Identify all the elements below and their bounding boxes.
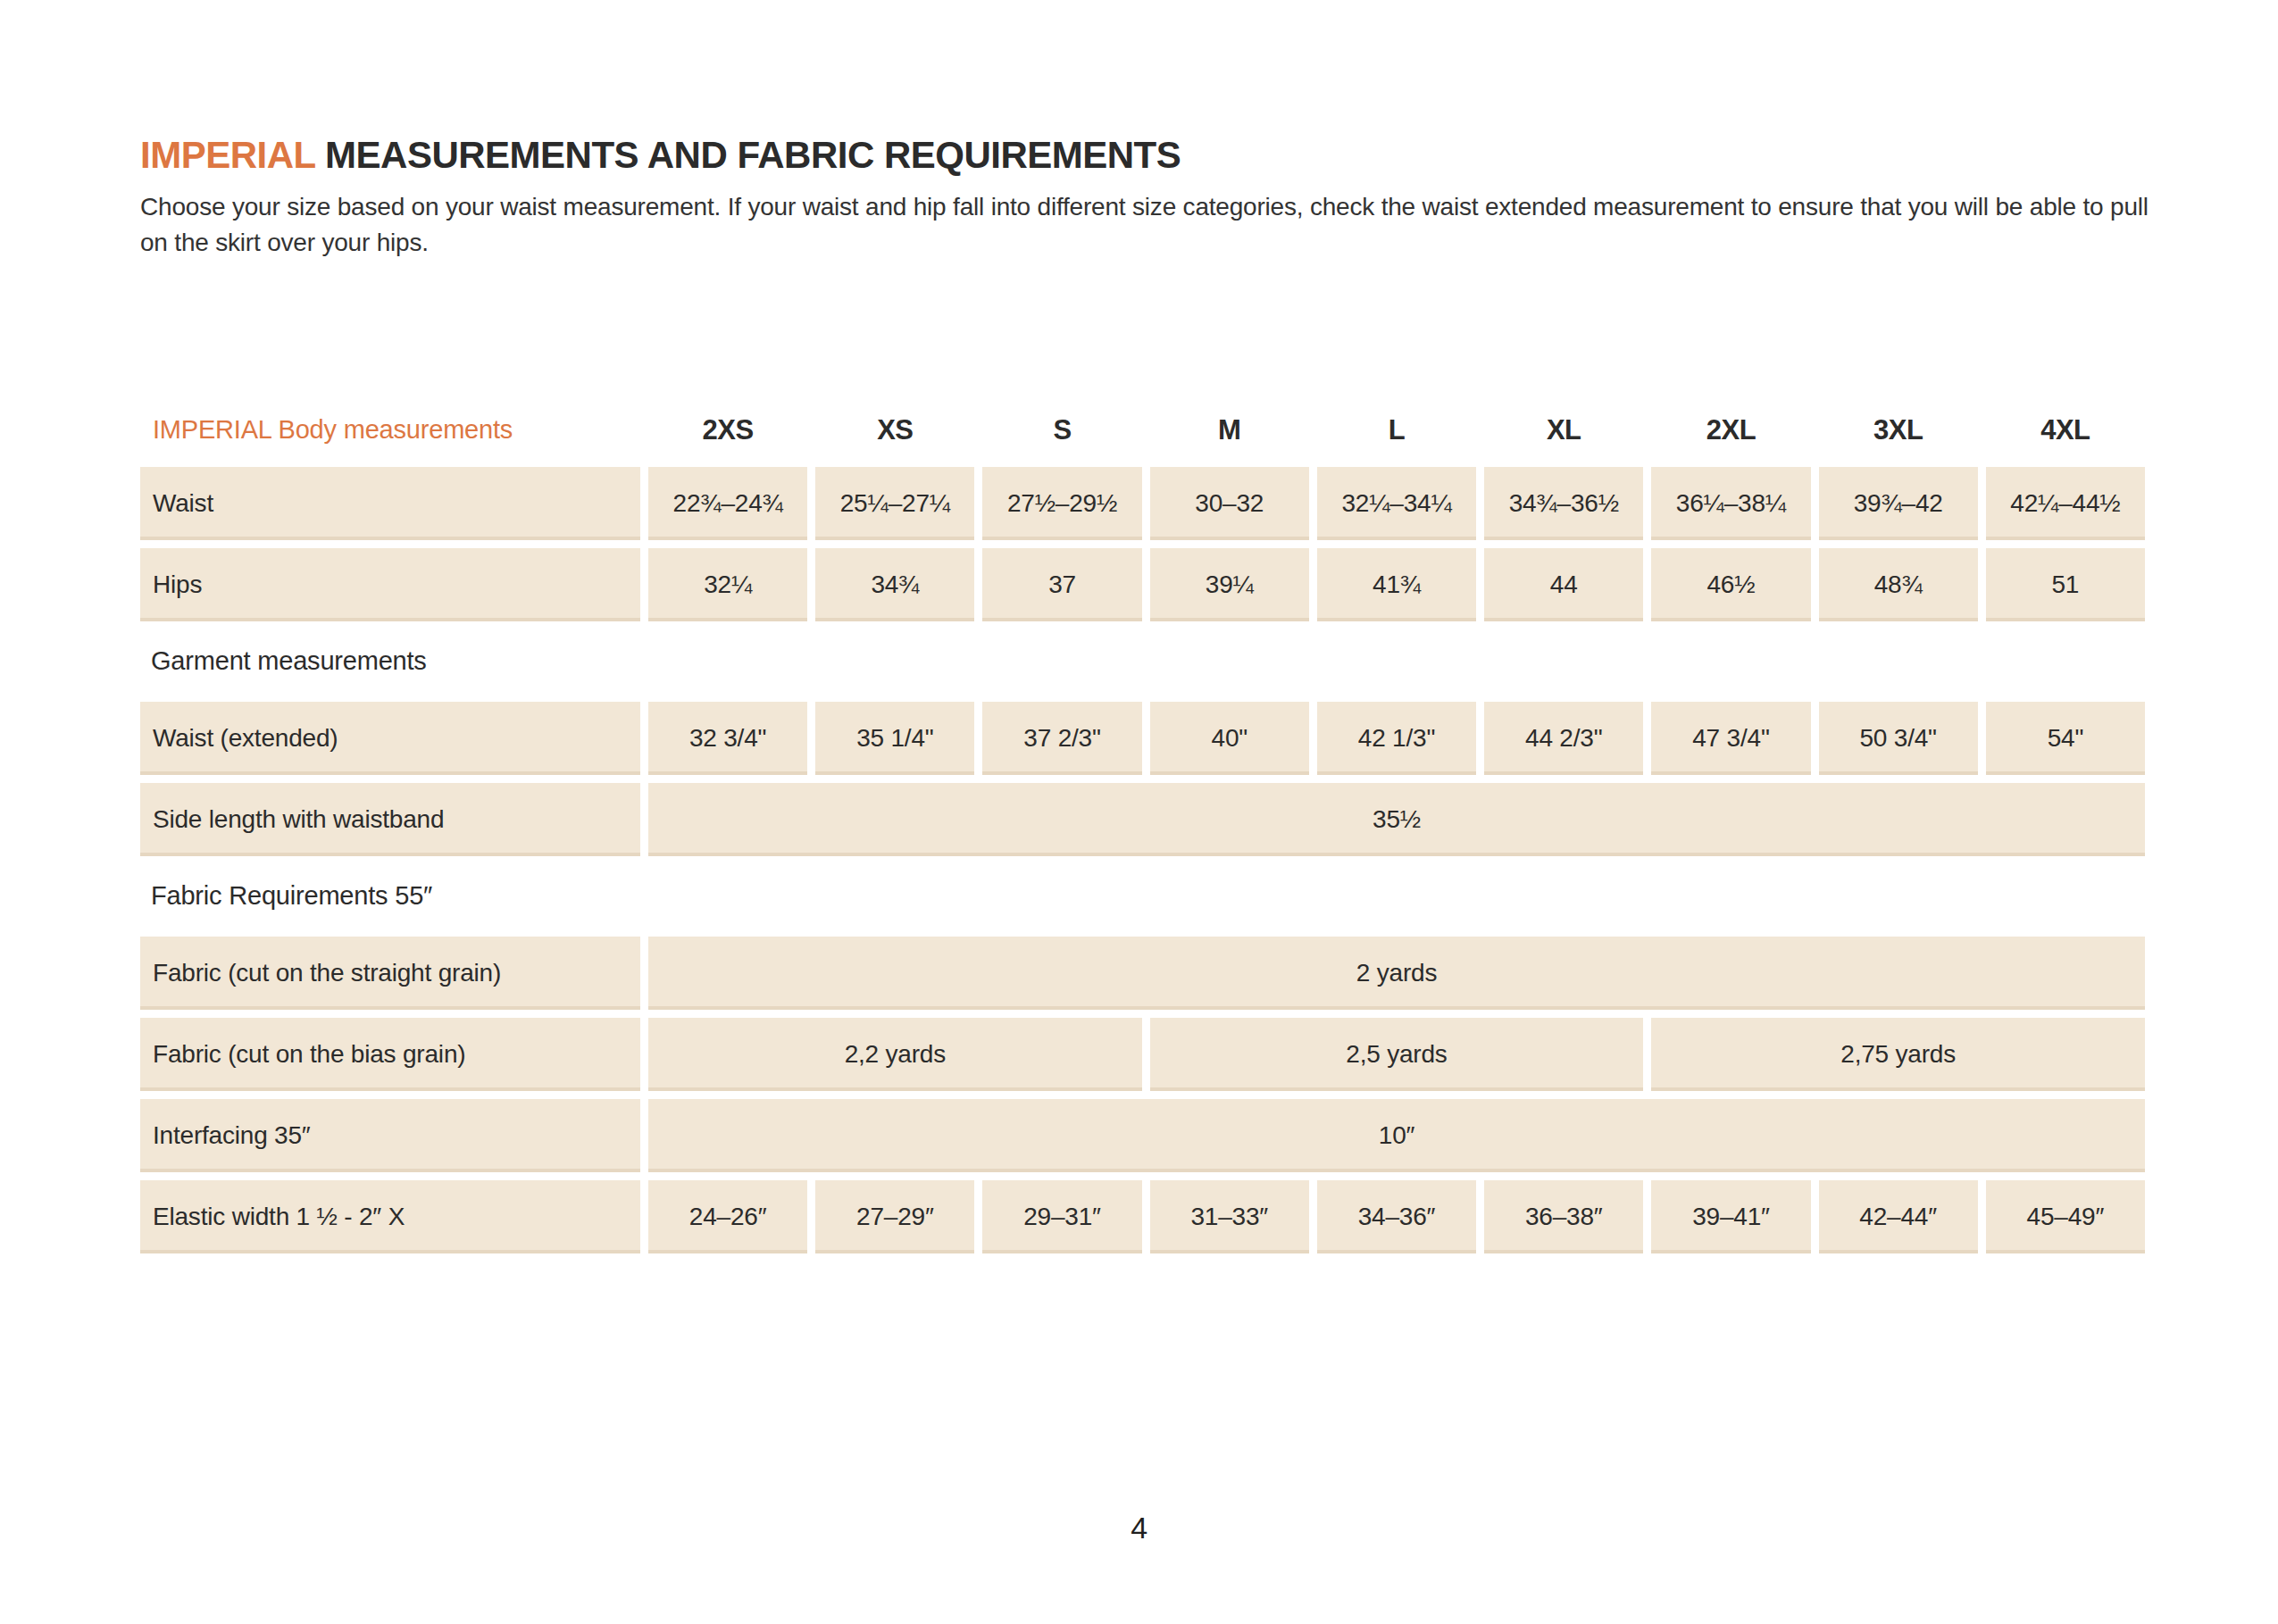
section-header: Fabric Requirements 55″ [140, 864, 2145, 929]
size-column-header: XL [1484, 402, 1643, 459]
cell-value: 48¾ [1819, 548, 1978, 621]
cell-value: 30–32 [1150, 467, 1309, 540]
row-label: Fabric (cut on the straight grain) [140, 937, 640, 1010]
cell-value-span: 2 yards [648, 937, 2145, 1010]
row-label: Fabric (cut on the bias grain) [140, 1018, 640, 1091]
cell-value: 42–44″ [1819, 1180, 1978, 1253]
page-title-rest: MEASUREMENTS AND FABRIC REQUIREMENTS [315, 134, 1181, 176]
cell-value: 32 3/4" [648, 702, 807, 775]
size-column-header: 4XL [1986, 402, 2145, 459]
cell-value: 34¾ [815, 548, 974, 621]
row-label: Waist [140, 467, 640, 540]
cell-value-span: 10″ [648, 1099, 2145, 1172]
cell-value-group: 2,5 yards [1150, 1018, 1644, 1091]
cell-value-span: 35½ [648, 783, 2145, 856]
cell-value: 32¼–34¼ [1317, 467, 1476, 540]
cell-value: 37 [982, 548, 1141, 621]
row-label: Hips [140, 548, 640, 621]
cell-value: 25¼–27¼ [815, 467, 974, 540]
cell-value: 40" [1150, 702, 1309, 775]
size-column-header: S [982, 402, 1141, 459]
table-header-label: IMPERIAL Body measurements [140, 402, 640, 459]
size-column-header: 3XL [1819, 402, 1978, 459]
size-column-header: 2XS [648, 402, 807, 459]
cell-value: 36–38″ [1484, 1180, 1643, 1253]
document-page: IMPERIAL MEASUREMENTS AND FABRIC REQUIRE… [0, 0, 2278, 1624]
cell-value: 34¾–36½ [1484, 467, 1643, 540]
row-label: Elastic width 1 ½ - 2″ X [140, 1180, 640, 1253]
cell-value-group: 2,2 yards [648, 1018, 1142, 1091]
cell-value: 47 3/4" [1651, 702, 1810, 775]
cell-value: 42 1/3" [1317, 702, 1476, 775]
section-header: Garment measurements [140, 629, 2145, 694]
cell-value: 46½ [1651, 548, 1810, 621]
row-label: Side length with waistband [140, 783, 640, 856]
row-label: Interfacing 35″ [140, 1099, 640, 1172]
cell-value: 35 1/4" [815, 702, 974, 775]
cell-value-group: 2,75 yards [1651, 1018, 2145, 1091]
cell-value: 27–29″ [815, 1180, 974, 1253]
cell-value: 27½–29½ [982, 467, 1141, 540]
intro-text: Choose your size based on your waist mea… [140, 189, 2167, 261]
size-column-header: M [1150, 402, 1309, 459]
cell-value: 44 [1484, 548, 1643, 621]
cell-value: 24–26″ [648, 1180, 807, 1253]
page-title-accent: IMPERIAL [140, 134, 315, 176]
cell-value: 50 3/4" [1819, 702, 1978, 775]
row-label: Waist (extended) [140, 702, 640, 775]
cell-value: 22¾–24¾ [648, 467, 807, 540]
cell-value: 32¼ [648, 548, 807, 621]
cell-value: 29–31″ [982, 1180, 1141, 1253]
cell-value: 39¼ [1150, 548, 1309, 621]
cell-value: 36¼–38¼ [1651, 467, 1810, 540]
cell-value: 42¼–44½ [1986, 467, 2145, 540]
size-column-header: L [1317, 402, 1476, 459]
size-column-header: 2XL [1651, 402, 1810, 459]
cell-value: 41¾ [1317, 548, 1476, 621]
cell-value: 39–41″ [1651, 1180, 1810, 1253]
page-number: 4 [1131, 1511, 1147, 1545]
cell-value: 51 [1986, 548, 2145, 621]
cell-value: 37 2/3" [982, 702, 1141, 775]
size-column-header: XS [815, 402, 974, 459]
cell-value: 54" [1986, 702, 2145, 775]
cell-value: 44 2/3" [1484, 702, 1643, 775]
page-title: IMPERIAL MEASUREMENTS AND FABRIC REQUIRE… [140, 134, 2278, 177]
cell-value: 34–36″ [1317, 1180, 1476, 1253]
cell-value: 31–33″ [1150, 1180, 1309, 1253]
cell-value: 39¾–42 [1819, 467, 1978, 540]
size-table: IMPERIAL Body measurements2XSXSSMLXL2XL3… [140, 402, 2145, 1253]
cell-value: 45–49″ [1986, 1180, 2145, 1253]
